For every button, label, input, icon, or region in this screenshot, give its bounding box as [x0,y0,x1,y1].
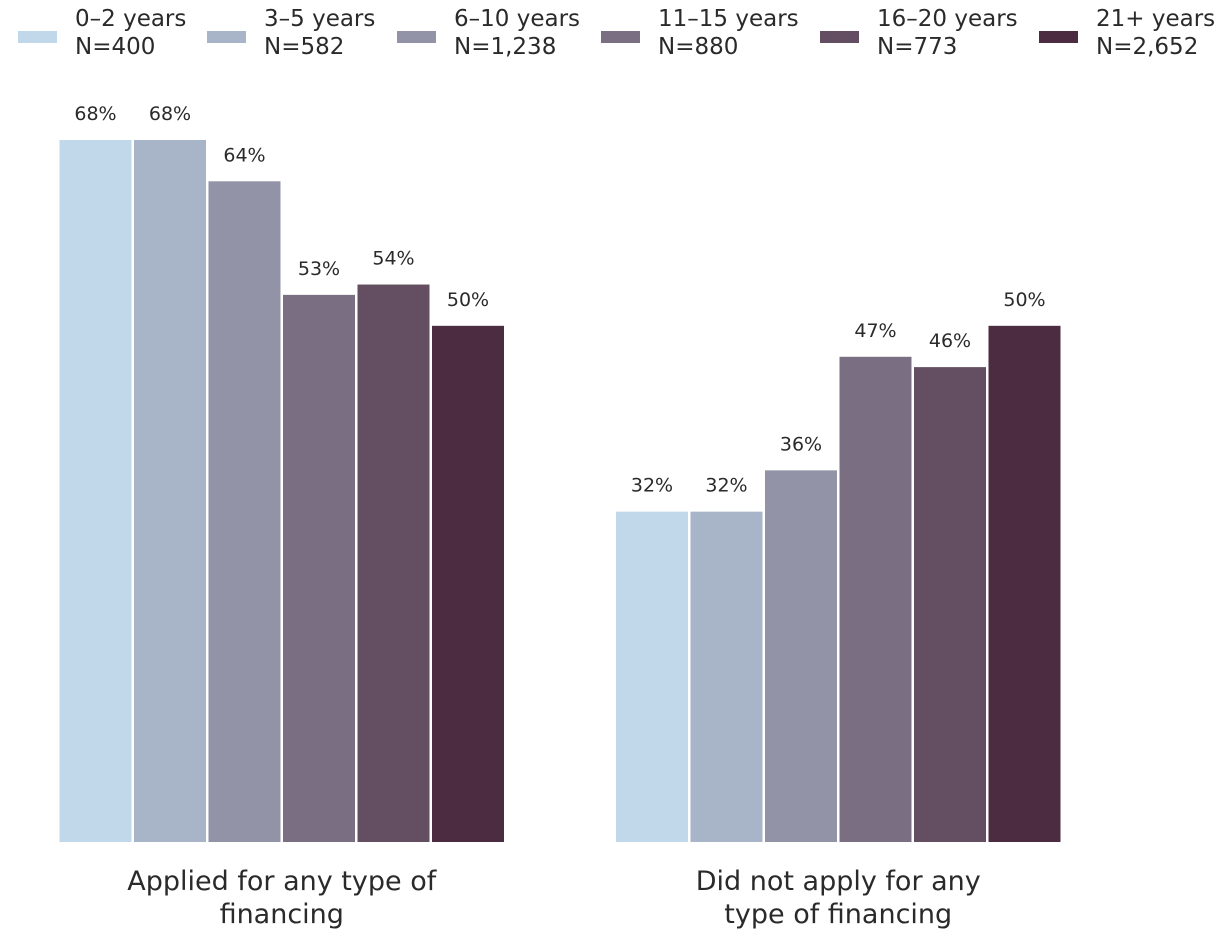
legend-sample-size: N=2,652 [1096,34,1198,60]
bar [690,511,763,842]
bar-value-label: 32% [705,475,747,497]
bar-value-label: 32% [631,475,673,497]
bar [283,294,355,843]
legend-series-name: 3–5 years [264,6,375,32]
legend-sample-size: N=582 [264,34,344,60]
bar [765,470,837,842]
bar-value-label: 64% [223,144,265,166]
bar-value-label: 53% [298,258,340,280]
bar-value-label: 46% [929,330,971,352]
legend-series-name: 6–10 years [454,6,580,32]
legend-series-name: 21+ years [1096,6,1215,32]
legend-sample-size: N=773 [877,34,957,60]
legend-swatch [207,31,246,43]
category-label: financing [220,899,344,930]
legend-sample-size: N=880 [658,34,738,60]
category-label: Applied for any type of [127,866,437,897]
legend-sample-size: N=400 [75,34,155,60]
bar [616,511,688,842]
bar-value-label: 50% [447,289,489,311]
bar-value-label: 68% [149,103,191,125]
legend-series-name: 0–2 years [75,6,186,32]
legend-swatch [18,31,57,43]
bar [357,284,430,842]
bar-value-label: 47% [854,320,896,342]
legend-swatch [601,31,640,43]
category-label: Did not apply for any [696,866,981,897]
bar [914,367,986,842]
bar [432,325,504,843]
legend-series-name: 11–15 years [658,6,799,32]
bar [988,325,1061,843]
bar [59,140,132,842]
bar [208,181,281,842]
bars [59,140,1061,843]
legend-series-name: 16–20 years [877,6,1018,32]
legend-swatch [1039,31,1078,43]
legend-swatch [397,31,436,43]
bar-value-label: 50% [1003,289,1045,311]
bar-value-label: 68% [74,103,116,125]
data-labels: 68% 68% 64% 53% 54% 50% 32% 32% 36% 47% 46% 50% [74,103,1045,497]
bar [839,356,912,842]
category-label: type of financing [724,899,952,930]
bar [134,140,206,842]
legend-sample-size: N=1,238 [454,34,556,60]
bar-value-label: 54% [372,248,414,270]
legend-swatch [820,31,859,43]
bar-value-label: 36% [780,433,822,455]
